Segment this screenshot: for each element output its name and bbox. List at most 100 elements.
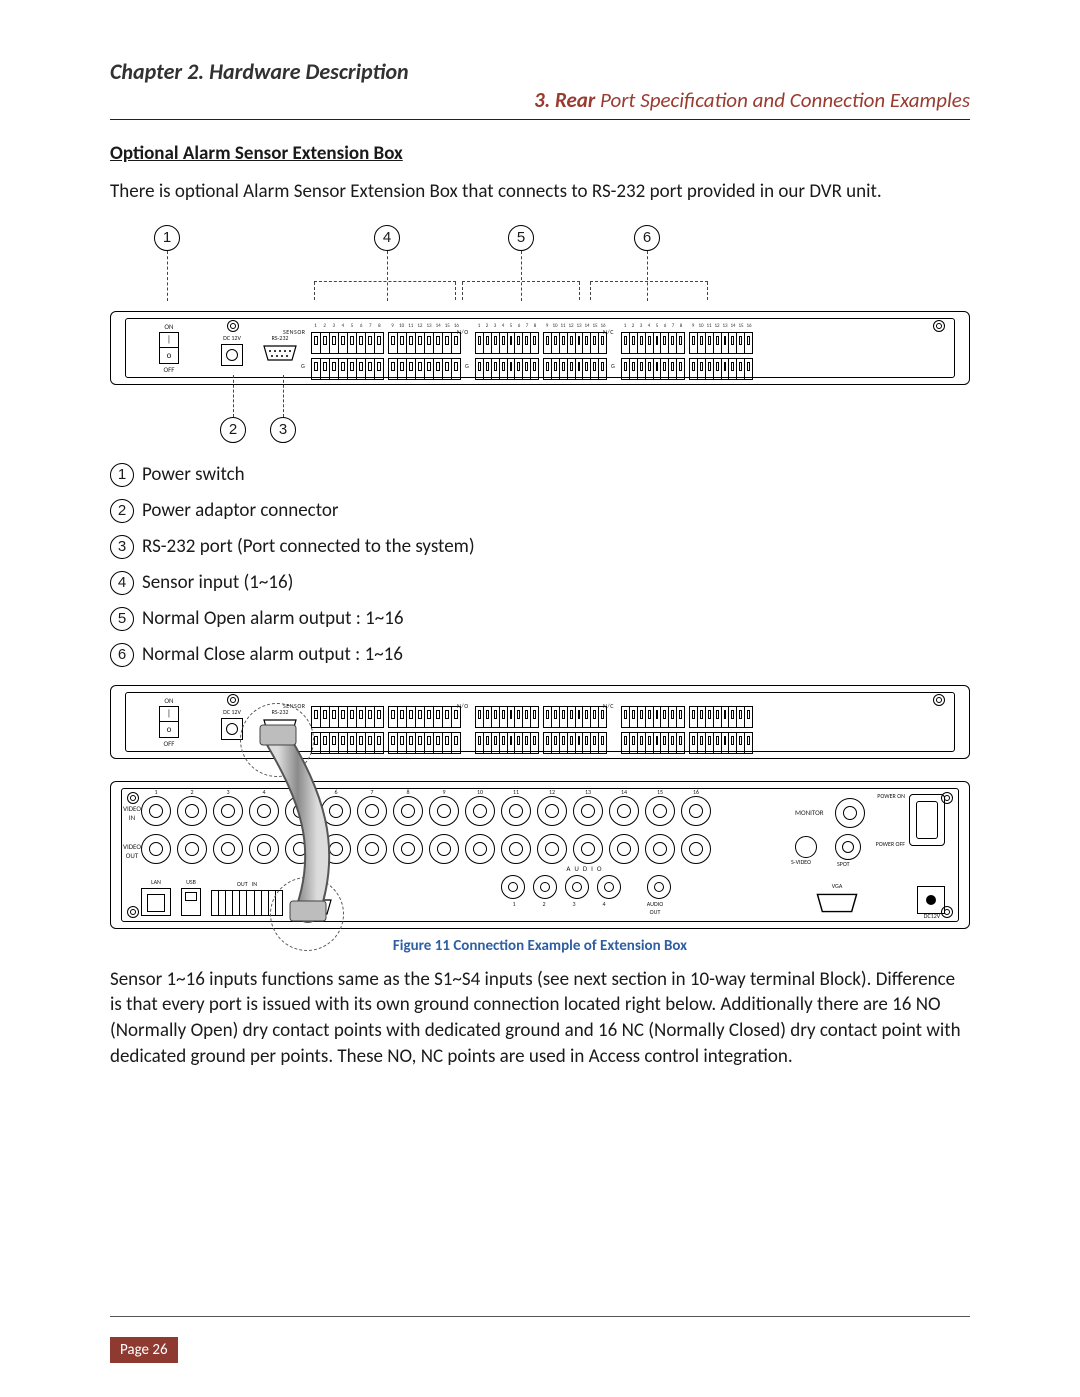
- terminal-area: SENSOR 12345678910111213141516 G N/O 123…: [311, 322, 945, 376]
- page: Chapter 2. Hardware Description 3. Rear …: [0, 0, 1080, 1397]
- audio-block: AUDIO 1234AUDIO OUT: [491, 864, 681, 916]
- dc-jack-block: DC 12V: [215, 334, 249, 366]
- brace-5: [462, 281, 580, 282]
- callout-1: 1: [154, 225, 180, 251]
- callout-row-bottom: 2 3: [110, 385, 970, 441]
- bank-sensor: SENSOR: [311, 696, 461, 750]
- chapter-heading: Chapter 2. Hardware Description: [110, 58, 970, 85]
- legend-item: 5Normal Open alarm output : 1~16: [110, 607, 970, 631]
- bank-no: N/O 12345678910111213141516 G: [475, 322, 607, 376]
- bnc-port-icon: [609, 834, 639, 864]
- dsub-icon: [262, 344, 298, 362]
- terminal-row-ground: [475, 358, 607, 380]
- screw-icon: [227, 694, 239, 706]
- bnc-port-icon: [645, 834, 675, 864]
- figure-extension-box: 1 4 5 6 ON |o OFF DC 12V: [110, 225, 970, 441]
- label-dc12v: DC 12V: [215, 708, 249, 716]
- label-monitor: MONITOR: [795, 808, 824, 817]
- intro-paragraph: There is optional Alarm Sensor Extension…: [110, 179, 970, 205]
- legend-item: 6Normal Close alarm output : 1~16: [110, 643, 970, 667]
- svideo-port-icon: [795, 836, 817, 858]
- bnc-port-icon: [141, 834, 171, 864]
- power-rocker-icon: [909, 794, 945, 846]
- bank-no: N/O: [475, 696, 607, 750]
- bank-sensor: SENSOR 12345678910111213141516 G: [311, 322, 461, 376]
- label-nc: N/C: [603, 328, 614, 336]
- callout-row-top: 1 4 5 6: [110, 225, 970, 311]
- power-switch-block: ON |o OFF: [133, 322, 205, 376]
- terminal-numbers: 12345678910111213141516: [475, 323, 607, 329]
- highlight-circle-icon: [240, 703, 314, 777]
- callout-5: 5: [508, 225, 534, 251]
- bnc-port-icon: [357, 834, 387, 864]
- bnc-port-icon: 12: [537, 796, 567, 826]
- screw-icon: [127, 906, 139, 918]
- section-heading: 3. Rear Port Specification and Connectio…: [110, 87, 970, 113]
- rca-jack-icon: [597, 875, 621, 899]
- power-switch-block: ON |o OFF: [133, 696, 205, 750]
- legend-text: Sensor input (1~16): [142, 571, 293, 594]
- label-no: N/O: [457, 328, 469, 336]
- body-paragraph: Sensor 1~16 inputs functions same as the…: [110, 967, 970, 1070]
- figure-caption: Figure 11 Connection Example of Extensio…: [110, 937, 970, 955]
- dvr-rear-panel: VIDEO IN VIDEO OUT 123456789101112131415…: [110, 781, 970, 929]
- brace-4: [314, 281, 456, 282]
- bnc-port-icon: [537, 834, 567, 864]
- bnc-port-icon: 1: [141, 796, 171, 826]
- header-rule: [110, 119, 970, 120]
- bnc-port-icon: 16: [681, 796, 711, 826]
- terminal-numbers: 12345678910111213141516: [311, 323, 461, 329]
- bnc-port-icon: 9: [429, 796, 459, 826]
- legend-number: 1: [110, 463, 134, 487]
- right-port-block: MONITOR POWER ON POWER OFF S-VIDEO SPOT …: [795, 794, 945, 918]
- bnc-row-in: 12345678910111213141516: [141, 796, 711, 826]
- label-power-off: POWER OFF: [876, 840, 905, 848]
- label-dc12v: DC12V: [919, 912, 945, 920]
- legend-text: Power switch: [142, 463, 245, 486]
- label-nc: N/C: [603, 702, 614, 710]
- label-power-on: POWER ON: [877, 792, 905, 800]
- footer-rule: [110, 1316, 970, 1317]
- bnc-port-icon: [321, 834, 351, 864]
- legend-text: Power adaptor connector: [142, 499, 339, 522]
- rca-jack-icon: [533, 875, 557, 899]
- label-g: G: [611, 362, 615, 370]
- section-number: 3. Rear: [534, 87, 595, 113]
- label-usb: USB: [181, 878, 201, 886]
- extension-box-panel: ON |o OFF DC 12V RS-232 SENSOR: [110, 311, 970, 385]
- bnc-port-icon: 13: [573, 796, 603, 826]
- terminal-row: [475, 332, 607, 354]
- bnc-port-icon: 10: [465, 796, 495, 826]
- brace-6: [590, 281, 708, 282]
- usb-port-icon: [181, 888, 201, 916]
- terminal-row: [311, 332, 461, 354]
- bnc-port-icon: 14: [609, 796, 639, 826]
- bnc-port-icon: 11: [501, 796, 531, 826]
- lan-port-icon: [141, 888, 171, 916]
- dc-jack-icon: [917, 886, 945, 914]
- bnc-port-icon: [429, 834, 459, 864]
- bnc-port-icon: [249, 834, 279, 864]
- label-off: OFF: [133, 739, 205, 748]
- bnc-port-icon: 7: [357, 796, 387, 826]
- figure-connection-example: ON |o OFF DC 12V RS-232 SENSOR N/O: [110, 685, 970, 929]
- bnc-row-out: [141, 834, 711, 864]
- callout-4: 4: [374, 225, 400, 251]
- sub-heading: Optional Alarm Sensor Extension Box: [110, 142, 970, 165]
- screw-icon: [127, 792, 139, 804]
- legend-text: RS-232 port (Port connected to the syste…: [142, 535, 475, 558]
- legend-number: 4: [110, 571, 134, 595]
- bank-nc: N/C: [621, 696, 753, 750]
- monitor-bnc-icon: [835, 798, 865, 828]
- callout-3: 3: [270, 417, 296, 443]
- terminal-row-ground: [311, 358, 461, 380]
- bnc-port-icon: [465, 834, 495, 864]
- rca-jack-icon: [501, 875, 525, 899]
- label-off: OFF: [133, 365, 205, 374]
- label-audio: AUDIO: [491, 864, 681, 873]
- lan-block: LAN: [141, 878, 171, 916]
- legend-item: 1 Power switch: [110, 463, 970, 487]
- legend-item: 2Power adaptor connector: [110, 499, 970, 523]
- label-on: ON: [133, 696, 205, 705]
- rs232-block: RS-232: [257, 334, 303, 362]
